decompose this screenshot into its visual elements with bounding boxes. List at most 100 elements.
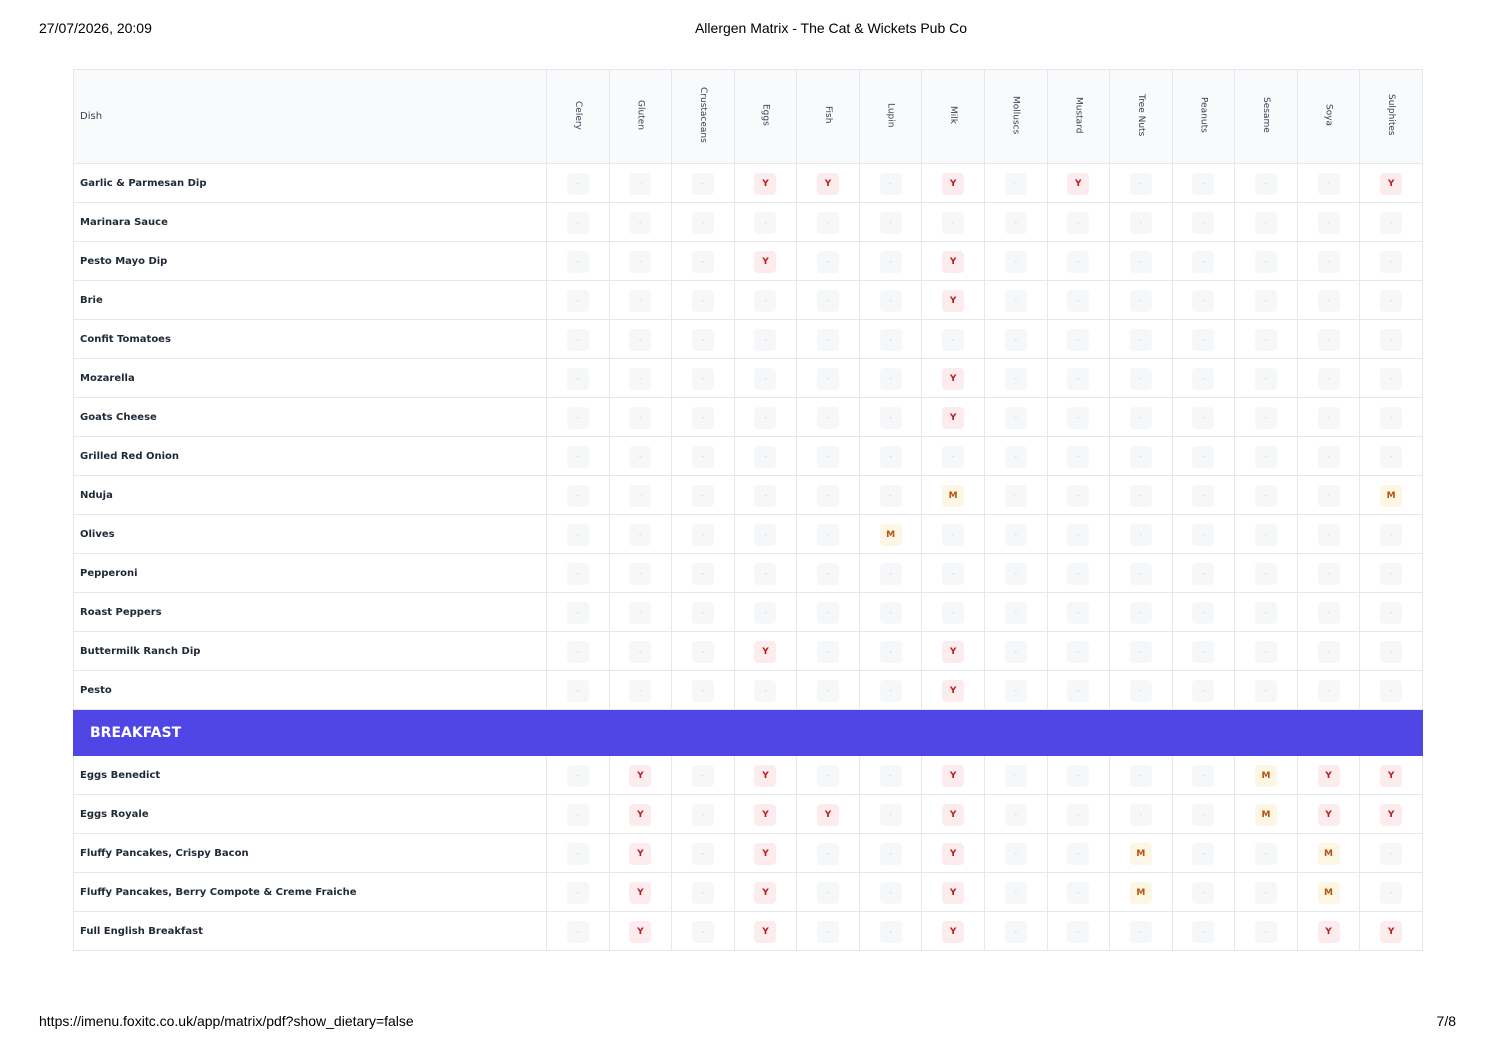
allergen-cell: - <box>796 553 860 593</box>
header-row: Dish Celery Gluten Crustaceans Eggs Fish Lupin… <box>73 69 1423 164</box>
allergen-flag: - <box>1067 524 1090 546</box>
allergen-flag: - <box>1254 368 1277 390</box>
allergen-flag: - <box>754 368 777 390</box>
allergen-cell: - <box>1046 755 1111 795</box>
allergen-flag: Y <box>942 407 965 429</box>
allergen-flag: - <box>1192 765 1215 787</box>
allergen-flag: Y <box>629 765 652 787</box>
allergen-flag: - <box>1004 641 1027 663</box>
dish-name: Eggs Benedict <box>73 755 547 795</box>
allergen-cell: - <box>1359 358 1423 398</box>
column-header: Gluten <box>608 69 673 164</box>
allergen-cell: - <box>983 280 1048 320</box>
allergen-cell: - <box>1109 631 1173 671</box>
allergen-flag: - <box>1129 485 1152 507</box>
allergen-cell: M <box>1296 872 1361 912</box>
allergen-cell: - <box>608 319 673 359</box>
allergen-flag: - <box>691 524 714 546</box>
allergen-flag: - <box>629 602 652 624</box>
allergen-flag: - <box>1004 804 1027 826</box>
allergen-cell: - <box>671 514 735 554</box>
allergen-cell: - <box>546 202 610 242</box>
allergen-flag: Y <box>817 804 840 826</box>
allergen-flag: M <box>942 485 965 507</box>
allergen-flag: Y <box>1380 173 1403 195</box>
allergen-cell: - <box>858 592 923 632</box>
column-header: Tree Nuts <box>1109 69 1173 164</box>
allergen-flag: Y <box>629 921 652 943</box>
allergen-flag: Y <box>942 368 965 390</box>
dish-row: Buttermilk Ranch Dip - - - Y - - Y - - - - - - - <box>73 631 1423 671</box>
allergen-cell: - <box>1171 911 1236 951</box>
allergen-cell: M <box>858 514 923 554</box>
allergen-cell: - <box>1296 163 1361 203</box>
allergen-cell: - <box>1109 202 1173 242</box>
dish-row: Eggs Royale - Y - Y Y - Y - - - - M Y Y <box>73 794 1423 834</box>
allergen-flag: - <box>754 563 777 585</box>
allergen-cell: Y <box>733 755 798 795</box>
allergen-cell: - <box>733 358 798 398</box>
allergen-cell: - <box>1109 397 1173 437</box>
allergen-cell: - <box>546 397 610 437</box>
allergen-flag: - <box>1192 843 1215 865</box>
allergen-cell: - <box>796 755 860 795</box>
allergen-flag: - <box>1380 329 1403 351</box>
allergen-cell: - <box>1109 436 1173 476</box>
allergen-cell: - <box>858 794 923 834</box>
allergen-flag: - <box>1254 290 1277 312</box>
print-title: Allergen Matrix - The Cat & Wickets Pub … <box>694 20 968 36</box>
allergen-cell: - <box>796 475 860 515</box>
allergen-flag: - <box>566 765 589 787</box>
allergen-cell: - <box>1109 592 1173 632</box>
allergen-cell: - <box>858 436 923 476</box>
allergen-flag: - <box>1067 407 1090 429</box>
column-header: Fish <box>796 69 860 164</box>
dish-row: Eggs Benedict - Y - Y - - Y - - - - M Y Y <box>73 755 1423 795</box>
allergen-cell: - <box>1359 833 1423 873</box>
allergen-cell: - <box>1171 514 1236 554</box>
allergen-flag: - <box>879 765 902 787</box>
dish-name: Brie <box>73 280 547 320</box>
allergen-flag: - <box>1254 251 1277 273</box>
allergen-flag: - <box>879 251 902 273</box>
allergen-flag: - <box>1129 407 1152 429</box>
allergen-cell: - <box>796 670 860 710</box>
allergen-cell: - <box>921 553 985 593</box>
allergen-flag: - <box>817 329 840 351</box>
allergen-flag: - <box>1067 212 1090 234</box>
allergen-flag: - <box>1192 602 1215 624</box>
allergen-cell: - <box>1296 436 1361 476</box>
allergen-cell: - <box>546 436 610 476</box>
allergen-flag: - <box>879 173 902 195</box>
column-label: Soya <box>1323 103 1334 127</box>
allergen-flag: - <box>1004 680 1027 702</box>
dish-row: Garlic & Parmesan Dip - - - Y Y - Y - Y - - - - Y <box>73 163 1423 203</box>
allergen-flag: - <box>1004 524 1027 546</box>
allergen-cell: - <box>1109 911 1173 951</box>
allergen-cell: - <box>671 794 735 834</box>
allergen-flag: Y <box>942 173 965 195</box>
allergen-cell: - <box>1359 514 1423 554</box>
dish-name: Fluffy Pancakes, Berry Compote & Creme F… <box>73 872 547 912</box>
allergen-flag: - <box>1192 524 1215 546</box>
allergen-flag: Y <box>754 251 777 273</box>
allergen-cell: - <box>546 553 610 593</box>
allergen-flag: - <box>629 329 652 351</box>
allergen-flag: - <box>1380 290 1403 312</box>
allergen-cell: - <box>1359 319 1423 359</box>
allergen-flag: - <box>629 212 652 234</box>
allergen-flag: - <box>566 602 589 624</box>
column-header: Celery <box>546 69 610 164</box>
allergen-cell: Y <box>608 872 673 912</box>
allergen-cell: - <box>1234 475 1298 515</box>
allergen-cell: - <box>1359 436 1423 476</box>
allergen-cell: - <box>733 514 798 554</box>
allergen-flag: - <box>817 524 840 546</box>
allergen-cell: - <box>733 436 798 476</box>
allergen-cell: - <box>1359 241 1423 281</box>
allergen-flag: - <box>1004 765 1027 787</box>
section-row: BREAKFAST <box>73 709 1423 756</box>
allergen-flag: - <box>1067 368 1090 390</box>
allergen-cell: - <box>1109 163 1173 203</box>
allergen-flag: - <box>1004 329 1027 351</box>
